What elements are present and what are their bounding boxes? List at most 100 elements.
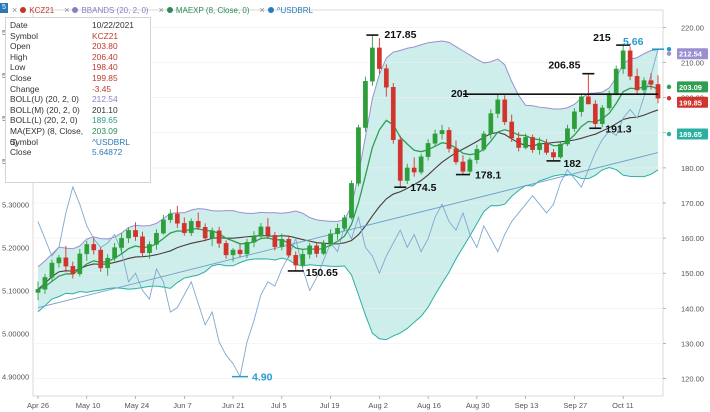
left-axis-tick-label: 4.90000 (2, 373, 29, 382)
info-label: BOLL(M) (20, 2, 0) (10, 104, 80, 115)
candle-body (91, 244, 97, 251)
candle-body (161, 219, 166, 234)
candle-body (202, 227, 208, 239)
candle-body (516, 137, 522, 148)
candle-body (370, 47, 375, 82)
price-badge-label: 203.09 (679, 83, 702, 92)
x-axis-tick-label: Sep 27 (563, 401, 587, 410)
candle-body (84, 244, 90, 255)
close-icon[interactable]: × (259, 5, 265, 15)
info-label: Open (10, 41, 31, 52)
info-label: High (10, 51, 28, 62)
header-tag-label: BBANDS (20, 2, 0) (81, 5, 149, 15)
candle-body (418, 156, 424, 173)
series-end-dot (666, 51, 672, 56)
info-label: Symbol (10, 136, 38, 147)
candle-body (209, 230, 215, 239)
candle-body (286, 238, 292, 256)
bollinger-middle-line (37, 109, 659, 290)
header-tag-label: ^USDBRL (276, 5, 313, 15)
candle-body (530, 137, 535, 150)
close-icon[interactable]: × (158, 5, 164, 15)
right-axis-tick-label: 160.00 (681, 234, 704, 243)
left-axis-tick-label: 5.30000 (2, 200, 29, 209)
series-color-swatch (20, 7, 27, 13)
x-axis-tick-label: Aug 16 (417, 401, 441, 410)
price-badge-label: 189.65 (679, 130, 702, 139)
candle-body (300, 254, 306, 266)
x-axis-tick-label: Apr 26 (27, 401, 49, 410)
candle-body (293, 255, 299, 266)
candle-body (223, 243, 229, 256)
candle-body (495, 99, 501, 114)
info-label: BOLL(U) (20, 2, 0) (10, 94, 79, 105)
settings-icon[interactable]: 5 (0, 3, 8, 13)
bollinger-upper-line (37, 40, 659, 268)
candle-body (314, 245, 320, 254)
candle-body (641, 80, 647, 91)
info-value: 203.09 (92, 125, 118, 136)
candle-body (648, 80, 654, 85)
x-axis-tick-label: Sep 13 (515, 401, 539, 410)
info-value: 5.64872 (92, 147, 123, 158)
candle-body (356, 127, 361, 184)
series-color-swatch (267, 7, 274, 13)
candle-body (411, 167, 417, 173)
candle-body (558, 143, 563, 158)
x-axis-tick-label: Jun 21 (222, 401, 245, 410)
candle-body (488, 113, 494, 135)
right-axis-tick-label: 210.00 (681, 59, 704, 68)
header-tag-bbands[interactable]: × BBANDS (20, 2, 0) (64, 5, 148, 15)
annotation-label: 174.5 (410, 182, 436, 194)
header-tag-usdbrl[interactable]: × ^USDBRL (260, 5, 313, 15)
candle-body (70, 265, 76, 275)
info-label: Symbol (10, 30, 38, 41)
close-icon[interactable]: × (64, 5, 70, 15)
info-label: MA(EXP) (8, Close, 0) (10, 125, 84, 147)
candle-body (425, 143, 431, 157)
header-tag-symbol[interactable]: × KCZ21 (12, 5, 54, 15)
annotation-label: 215 (593, 32, 611, 44)
info-row: High 206.40 (10, 52, 146, 63)
close-icon[interactable]: × (12, 5, 18, 15)
info-label: Close (10, 147, 32, 158)
candle-body (523, 137, 528, 148)
candle-body (328, 233, 333, 244)
candle-body (502, 99, 508, 123)
info-value: 199.85 (92, 72, 118, 83)
candle-body (342, 217, 347, 229)
info-value: 206.40 (92, 51, 118, 62)
series-end-dot (666, 96, 672, 101)
x-axis-tick-label: Aug 2 (368, 401, 388, 410)
header-tag-label: MAEXP (8, Close, 0) (175, 5, 250, 15)
header-tag-maexp[interactable]: × MAEXP (8, Close, 0) (159, 5, 250, 15)
candle-body (112, 247, 117, 259)
candle-body (335, 228, 340, 235)
candle-body (453, 148, 459, 163)
info-row: Date 10/22/2021 (10, 20, 146, 31)
candle-body (383, 68, 389, 88)
info-row: BOLL(U) (20, 2, 0) 212.54 (10, 94, 146, 105)
candle-body (544, 142, 549, 153)
candle-body (181, 223, 187, 234)
info-label: Change (10, 83, 40, 94)
candle-body (105, 257, 111, 269)
right-axis-tick-label: 180.00 (681, 164, 704, 173)
x-axis-tick-label: May 24 (125, 401, 150, 410)
candle-body (592, 103, 598, 124)
candle-body (620, 50, 626, 70)
candle-body (537, 142, 542, 150)
info-row: Close 199.85 (10, 73, 146, 84)
series-color-swatch (166, 7, 173, 13)
info-row: MA(EXP) (8, Close, 0) 203.09 (10, 125, 146, 147)
candle-body (481, 133, 487, 150)
info-value: -3.45 (92, 83, 112, 94)
price-badge (677, 96, 708, 108)
candle-body (572, 111, 577, 129)
candle-body (551, 152, 556, 158)
candle-body (390, 86, 396, 141)
usdbrl-line (37, 49, 659, 378)
candle-body (77, 253, 83, 275)
candle-body (188, 221, 194, 234)
